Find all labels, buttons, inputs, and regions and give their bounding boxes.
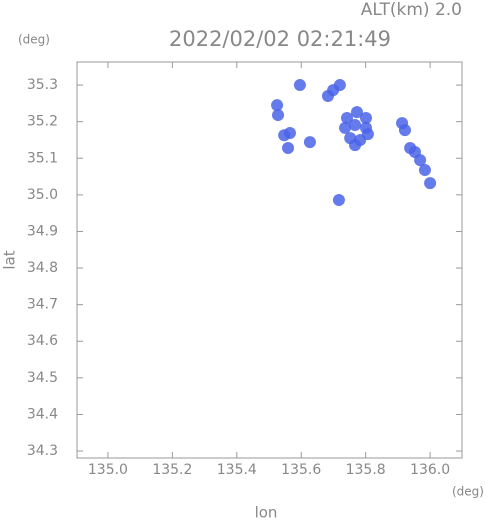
x-tick-label: 135.2 (152, 462, 192, 478)
echo-point (350, 106, 363, 119)
echo-point (361, 128, 374, 141)
echo-point (340, 111, 353, 124)
echo-point (349, 139, 362, 152)
x-tick-label: 135.4 (217, 462, 257, 478)
echo-point (282, 142, 295, 155)
echo-point (339, 121, 352, 134)
y-tick-label: 35.1 (27, 150, 58, 166)
y-axis-label: lat (1, 250, 19, 269)
subtitle: ALT(km) 2.0 (361, 0, 462, 20)
y-tick-label: 34.9 (27, 223, 58, 239)
chart-title: 2022/02/02 02:21:49 (169, 27, 391, 51)
y-tick-label: 34.6 (27, 333, 58, 349)
y-tick-label: 35.3 (27, 77, 58, 93)
y-unit: (deg) (18, 33, 50, 47)
echo-point (424, 177, 437, 190)
y-tick-label: 34.8 (27, 260, 58, 276)
y-tick-label: 35.0 (27, 187, 58, 203)
echo-point (293, 79, 306, 92)
y-tick-label: 34.4 (27, 406, 58, 422)
y-tick-label: 34.3 (27, 443, 58, 459)
echo-point (283, 127, 296, 140)
echo-point (359, 111, 372, 124)
echo-point (321, 90, 334, 103)
x-tick-label: 135.6 (281, 462, 321, 478)
echo-point (349, 118, 362, 131)
echo-point (271, 99, 284, 112)
echo-point (332, 193, 345, 206)
echo-point (272, 109, 285, 122)
echo-point (303, 136, 316, 149)
y-tick-label: 34.7 (27, 297, 58, 313)
echo-point (398, 124, 411, 137)
echo-point (418, 163, 431, 176)
x-unit: (deg) (452, 485, 484, 499)
x-tick-label: 135.8 (346, 462, 386, 478)
plot-frame (76, 61, 463, 459)
x-tick-label: 136.0 (410, 462, 450, 478)
y-tick-label: 34.5 (27, 370, 58, 386)
x-tick-label: 135.0 (88, 462, 128, 478)
x-axis-label: lon (255, 504, 278, 521)
y-tick-label: 35.2 (27, 114, 58, 130)
echo-point (414, 154, 427, 167)
